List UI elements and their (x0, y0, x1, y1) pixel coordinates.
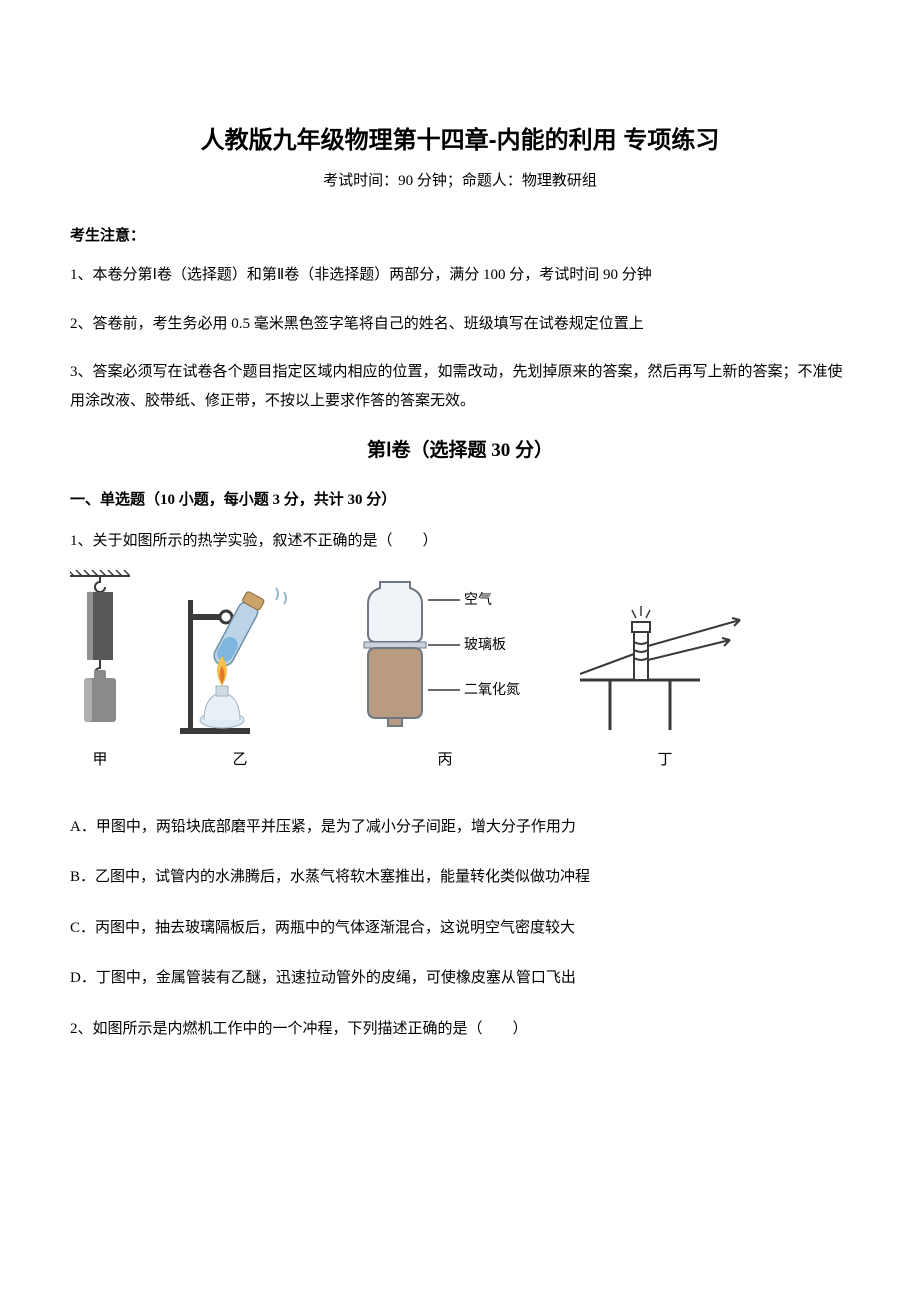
fig-jia: 甲 (70, 570, 130, 769)
annot-glass: 玻璃板 (464, 636, 506, 653)
part-title: 第Ⅰ卷（选择题 30 分） (70, 435, 850, 462)
q1-option-b: B．乙图中，试管内的水沸腾后，水蒸气将软木塞推出，能量转化类似做功冲程 (70, 863, 850, 892)
q1-option-d: D．丁图中，金属管装有乙醚，迅速拉动管外的皮绳，可使橡皮塞从管口飞出 (70, 964, 850, 993)
fig-label: 丁 (657, 748, 672, 769)
fig-yi-svg (170, 570, 310, 740)
q1-option-a: A．甲图中，两铅块底部磨平并压紧，是为了减小分子间距，增大分子作用力 (70, 813, 850, 842)
notice-item: 1、本卷分第Ⅰ卷（选择题）和第Ⅱ卷（非选择题）两部分，满分 100 分，考试时间… (70, 261, 850, 290)
q1-stem: 1、关于如图所示的热学实验，叙述不正确的是（ ） (70, 527, 850, 556)
q1-option-c: C．丙图中，抽去玻璃隔板后，两瓶中的气体逐渐混合，这说明空气密度较大 (70, 914, 850, 943)
fig-jia-svg (70, 570, 130, 740)
fig-bing: 空气 玻璃板 二氧化氮 丙 (350, 570, 540, 769)
fig-label: 丙 (437, 748, 452, 769)
fig-ding-svg (580, 570, 750, 740)
q1-figure-row: 甲 (70, 570, 850, 769)
fig-label: 乙 (232, 748, 247, 769)
spacer (70, 779, 850, 813)
fig-yi: 乙 (170, 570, 310, 769)
annot-air: 空气 (464, 592, 492, 608)
annot-no2: 二氧化氮 (464, 682, 520, 698)
exam-page: 人教版九年级物理第十四章-内能的利用 专项练习 考试时间：90 分钟；命题人：物… (0, 0, 920, 1302)
fig-ding: 丁 (580, 570, 750, 769)
fig-bing-svg: 空气 玻璃板 二氧化氮 (350, 570, 540, 740)
notice-heading: 考生注意： (70, 224, 850, 245)
fig-label: 甲 (92, 748, 107, 769)
notice-item: 2、答卷前，考生务必用 0.5 毫米黑色签字笔将自己的姓名、班级填写在试卷规定位… (70, 310, 850, 339)
exam-subtitle: 考试时间：90 分钟；命题人：物理教研组 (70, 169, 850, 190)
notice-item: 3、答案必须写在试卷各个题目指定区域内相应的位置，如需改动，先划掉原来的答案，然… (70, 358, 850, 415)
exam-title: 人教版九年级物理第十四章-内能的利用 专项练习 (70, 120, 850, 155)
q2-stem: 2、如图所示是内燃机工作中的一个冲程，下列描述正确的是（ ） (70, 1015, 850, 1044)
section-heading: 一、单选题（10 小题，每小题 3 分，共计 30 分） (70, 488, 850, 509)
